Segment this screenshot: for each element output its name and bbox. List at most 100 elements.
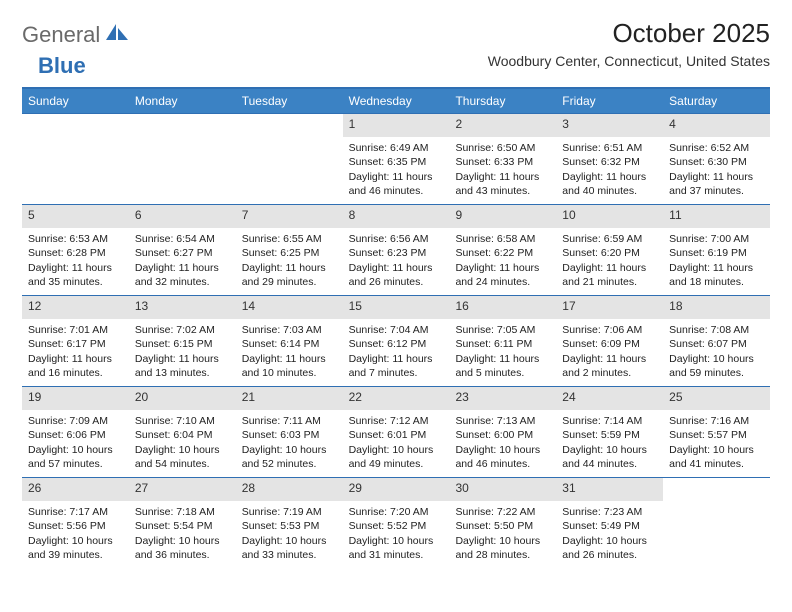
sunset-label: Sunset: 6:11 PM	[455, 337, 550, 351]
sunset-label: Sunset: 6:28 PM	[28, 246, 123, 260]
day-cell	[22, 114, 129, 204]
day-body: Sunrise: 7:03 AMSunset: 6:14 PMDaylight:…	[236, 319, 343, 386]
day-cell: 30Sunrise: 7:22 AMSunset: 5:50 PMDayligh…	[449, 478, 556, 568]
dow-monday: Monday	[129, 89, 236, 113]
day-cell: 5Sunrise: 6:53 AMSunset: 6:28 PMDaylight…	[22, 205, 129, 295]
sunset-label: Sunset: 5:49 PM	[562, 519, 657, 533]
day-body: Sunrise: 7:19 AMSunset: 5:53 PMDaylight:…	[236, 501, 343, 568]
daylight-label: Daylight: 10 hours and 28 minutes.	[455, 534, 550, 562]
day-number: 27	[129, 478, 236, 501]
logo-sails-icon	[104, 22, 130, 48]
day-body: Sunrise: 7:10 AMSunset: 6:04 PMDaylight:…	[129, 410, 236, 477]
day-body: Sunrise: 7:20 AMSunset: 5:52 PMDaylight:…	[343, 501, 450, 568]
dow-thursday: Thursday	[449, 89, 556, 113]
day-body: Sunrise: 7:23 AMSunset: 5:49 PMDaylight:…	[556, 501, 663, 568]
daylight-label: Daylight: 10 hours and 31 minutes.	[349, 534, 444, 562]
sunrise-label: Sunrise: 7:08 AM	[669, 323, 764, 337]
sunset-label: Sunset: 6:35 PM	[349, 155, 444, 169]
day-cell: 31Sunrise: 7:23 AMSunset: 5:49 PMDayligh…	[556, 478, 663, 568]
daylight-label: Daylight: 11 hours and 18 minutes.	[669, 261, 764, 289]
daylight-label: Daylight: 10 hours and 36 minutes.	[135, 534, 230, 562]
day-body: Sunrise: 7:11 AMSunset: 6:03 PMDaylight:…	[236, 410, 343, 477]
day-number: 23	[449, 387, 556, 410]
sunrise-label: Sunrise: 7:06 AM	[562, 323, 657, 337]
day-cell: 23Sunrise: 7:13 AMSunset: 6:00 PMDayligh…	[449, 387, 556, 477]
sunset-label: Sunset: 6:01 PM	[349, 428, 444, 442]
day-number: 15	[343, 296, 450, 319]
daylight-label: Daylight: 11 hours and 37 minutes.	[669, 170, 764, 198]
day-cell: 3Sunrise: 6:51 AMSunset: 6:32 PMDaylight…	[556, 114, 663, 204]
daylight-label: Daylight: 11 hours and 29 minutes.	[242, 261, 337, 289]
dow-tuesday: Tuesday	[236, 89, 343, 113]
sunset-label: Sunset: 5:53 PM	[242, 519, 337, 533]
logo: General	[22, 22, 130, 48]
day-cell: 10Sunrise: 6:59 AMSunset: 6:20 PMDayligh…	[556, 205, 663, 295]
sunset-label: Sunset: 6:32 PM	[562, 155, 657, 169]
day-cell: 21Sunrise: 7:11 AMSunset: 6:03 PMDayligh…	[236, 387, 343, 477]
day-number: 18	[663, 296, 770, 319]
sunrise-label: Sunrise: 7:03 AM	[242, 323, 337, 337]
sunrise-label: Sunrise: 7:20 AM	[349, 505, 444, 519]
sunrise-label: Sunrise: 6:55 AM	[242, 232, 337, 246]
daylight-label: Daylight: 11 hours and 46 minutes.	[349, 170, 444, 198]
day-cell: 4Sunrise: 6:52 AMSunset: 6:30 PMDaylight…	[663, 114, 770, 204]
daylight-label: Daylight: 11 hours and 26 minutes.	[349, 261, 444, 289]
day-number: 29	[343, 478, 450, 501]
daylight-label: Daylight: 10 hours and 49 minutes.	[349, 443, 444, 471]
week-row: 12Sunrise: 7:01 AMSunset: 6:17 PMDayligh…	[22, 295, 770, 386]
sunrise-label: Sunrise: 7:13 AM	[455, 414, 550, 428]
sunset-label: Sunset: 6:14 PM	[242, 337, 337, 351]
sunrise-label: Sunrise: 7:10 AM	[135, 414, 230, 428]
day-number: 7	[236, 205, 343, 228]
sunset-label: Sunset: 5:57 PM	[669, 428, 764, 442]
daylight-label: Daylight: 11 hours and 40 minutes.	[562, 170, 657, 198]
sunset-label: Sunset: 6:00 PM	[455, 428, 550, 442]
sunset-label: Sunset: 6:22 PM	[455, 246, 550, 260]
day-body	[236, 157, 343, 204]
day-number: 4	[663, 114, 770, 137]
daylight-label: Daylight: 10 hours and 57 minutes.	[28, 443, 123, 471]
sunrise-label: Sunrise: 6:50 AM	[455, 141, 550, 155]
daylight-label: Daylight: 10 hours and 59 minutes.	[669, 352, 764, 380]
sunset-label: Sunset: 5:54 PM	[135, 519, 230, 533]
sunrise-label: Sunrise: 7:17 AM	[28, 505, 123, 519]
logo-text-general: General	[22, 22, 100, 48]
day-body: Sunrise: 6:52 AMSunset: 6:30 PMDaylight:…	[663, 137, 770, 204]
sunset-label: Sunset: 6:03 PM	[242, 428, 337, 442]
day-body: Sunrise: 6:50 AMSunset: 6:33 PMDaylight:…	[449, 137, 556, 204]
sunset-label: Sunset: 6:09 PM	[562, 337, 657, 351]
day-number: 31	[556, 478, 663, 501]
weeks-container: 1Sunrise: 6:49 AMSunset: 6:35 PMDaylight…	[22, 113, 770, 568]
sunset-label: Sunset: 6:04 PM	[135, 428, 230, 442]
sunrise-label: Sunrise: 7:14 AM	[562, 414, 657, 428]
sunrise-label: Sunrise: 6:51 AM	[562, 141, 657, 155]
day-number: 10	[556, 205, 663, 228]
calendar: Sunday Monday Tuesday Wednesday Thursday…	[22, 87, 770, 568]
day-body: Sunrise: 7:22 AMSunset: 5:50 PMDaylight:…	[449, 501, 556, 568]
dow-saturday: Saturday	[663, 89, 770, 113]
day-cell: 1Sunrise: 6:49 AMSunset: 6:35 PMDaylight…	[343, 114, 450, 204]
sunrise-label: Sunrise: 7:22 AM	[455, 505, 550, 519]
sunrise-label: Sunrise: 7:12 AM	[349, 414, 444, 428]
sunrise-label: Sunrise: 7:09 AM	[28, 414, 123, 428]
daylight-label: Daylight: 11 hours and 5 minutes.	[455, 352, 550, 380]
day-cell: 8Sunrise: 6:56 AMSunset: 6:23 PMDaylight…	[343, 205, 450, 295]
day-cell: 28Sunrise: 7:19 AMSunset: 5:53 PMDayligh…	[236, 478, 343, 568]
day-number: 20	[129, 387, 236, 410]
sunrise-label: Sunrise: 6:56 AM	[349, 232, 444, 246]
daylight-label: Daylight: 11 hours and 16 minutes.	[28, 352, 123, 380]
dow-wednesday: Wednesday	[343, 89, 450, 113]
day-number: 17	[556, 296, 663, 319]
sunrise-label: Sunrise: 7:02 AM	[135, 323, 230, 337]
day-cell: 17Sunrise: 7:06 AMSunset: 6:09 PMDayligh…	[556, 296, 663, 386]
dow-sunday: Sunday	[22, 89, 129, 113]
day-cell: 6Sunrise: 6:54 AMSunset: 6:27 PMDaylight…	[129, 205, 236, 295]
sunset-label: Sunset: 5:59 PM	[562, 428, 657, 442]
daylight-label: Daylight: 11 hours and 13 minutes.	[135, 352, 230, 380]
day-cell: 13Sunrise: 7:02 AMSunset: 6:15 PMDayligh…	[129, 296, 236, 386]
sunrise-label: Sunrise: 6:59 AM	[562, 232, 657, 246]
location-label: Woodbury Center, Connecticut, United Sta…	[488, 53, 770, 69]
daylight-label: Daylight: 10 hours and 39 minutes.	[28, 534, 123, 562]
day-cell: 22Sunrise: 7:12 AMSunset: 6:01 PMDayligh…	[343, 387, 450, 477]
day-number: 30	[449, 478, 556, 501]
